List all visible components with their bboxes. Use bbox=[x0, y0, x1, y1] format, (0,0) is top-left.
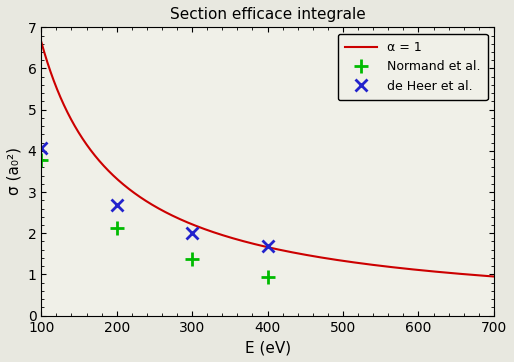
Line: α = 1: α = 1 bbox=[41, 42, 494, 277]
X-axis label: E (eV): E (eV) bbox=[245, 340, 290, 355]
de Heer et al. bbox=[38, 146, 44, 151]
Normand et al. bbox=[114, 226, 120, 231]
α = 1 bbox=[258, 244, 264, 248]
de Heer et al. bbox=[265, 244, 271, 249]
α = 1 bbox=[478, 273, 484, 278]
Line: Normand et al.: Normand et al. bbox=[34, 153, 274, 284]
α = 1 bbox=[395, 266, 401, 270]
Title: Section efficace integrale: Section efficace integrale bbox=[170, 7, 365, 22]
α = 1 bbox=[61, 104, 67, 108]
Normand et al. bbox=[38, 158, 44, 162]
de Heer et al. bbox=[114, 203, 120, 207]
Y-axis label: σ (a₀²): σ (a₀²) bbox=[7, 147, 22, 195]
Line: de Heer et al.: de Heer et al. bbox=[35, 142, 274, 253]
α = 1 bbox=[478, 273, 484, 278]
de Heer et al. bbox=[189, 231, 195, 235]
Normand et al. bbox=[265, 275, 271, 279]
α = 1 bbox=[246, 241, 252, 245]
α = 1 bbox=[38, 39, 44, 44]
Legend: α = 1, Normand et al., de Heer et al.: α = 1, Normand et al., de Heer et al. bbox=[338, 34, 488, 100]
α = 1 bbox=[491, 274, 497, 279]
Normand et al. bbox=[189, 257, 195, 261]
